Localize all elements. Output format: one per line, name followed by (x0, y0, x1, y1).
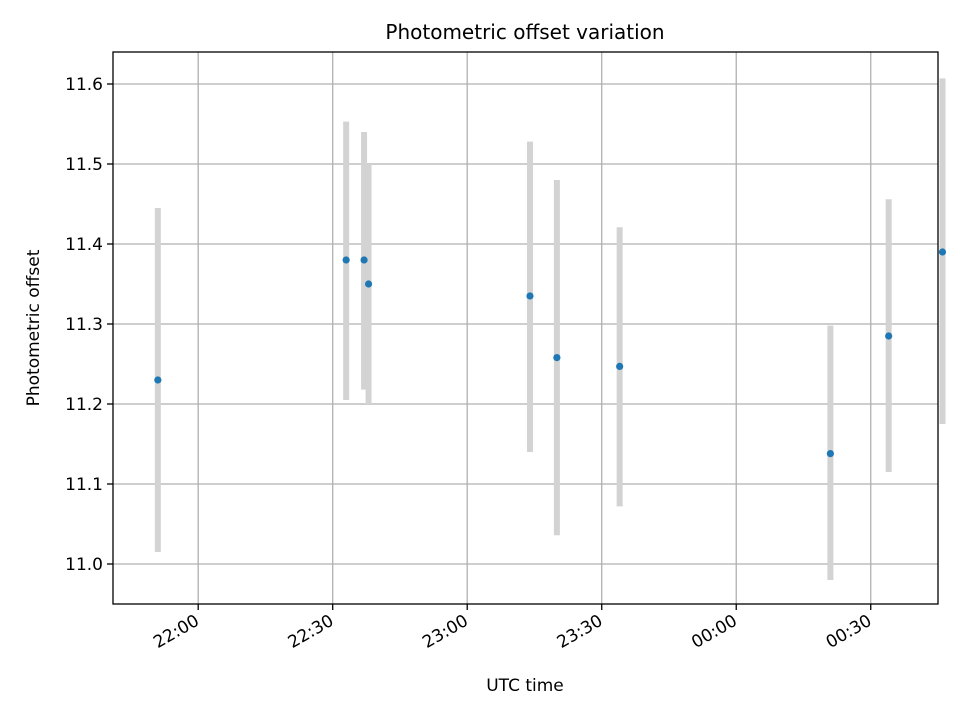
data-point (342, 256, 350, 264)
data-point (826, 450, 834, 458)
y-tick-label: 11.1 (65, 475, 103, 495)
x-axis-label: UTC time (486, 676, 564, 696)
y-axis-label: Photometric offset (24, 249, 44, 406)
y-tick-label: 11.2 (65, 395, 103, 415)
y-tick-label: 11.5 (65, 155, 103, 175)
data-point (526, 292, 534, 300)
y-tick-label: 11.0 (65, 555, 103, 575)
data-point (154, 376, 162, 384)
y-tick-label: 11.3 (65, 315, 103, 335)
data-point (938, 248, 947, 256)
grid (113, 52, 938, 604)
data-point (364, 280, 373, 288)
data-point (360, 256, 368, 264)
y-axis: 11.0 11.1 11.2 11.3 11.4 11.5 11.6 (65, 75, 113, 575)
data-point (885, 332, 893, 340)
data-point (616, 362, 624, 370)
y-tick-label: 11.4 (65, 235, 103, 255)
data-point (553, 354, 561, 362)
chart-title: Photometric offset variation (385, 20, 664, 44)
y-tick-label: 11.6 (65, 75, 103, 95)
plot-frame (112, 51, 939, 605)
data-points (154, 248, 947, 458)
